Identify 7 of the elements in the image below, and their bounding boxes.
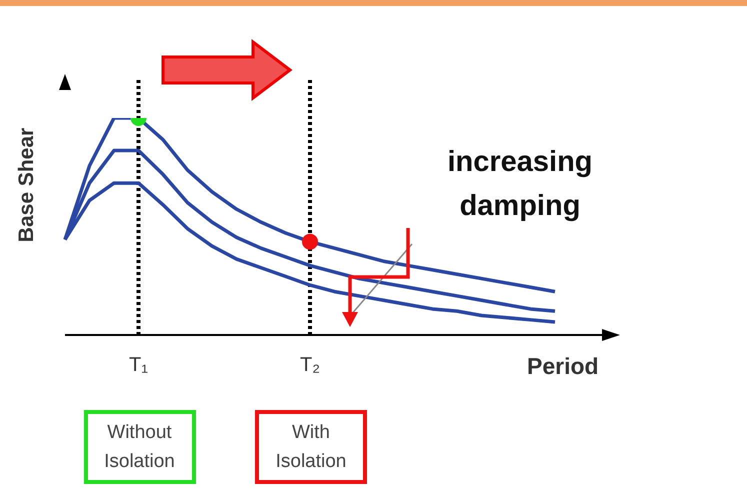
x-tick-label: T₂ — [300, 354, 320, 376]
text: With Isolation — [274, 421, 348, 474]
text: Without Isolation — [103, 421, 176, 474]
x-axis-title: Period — [527, 353, 599, 380]
x-tick-label: T₁ — [129, 354, 148, 376]
y-axis-title: Base Shear — [14, 128, 39, 242]
annotation: increasing damping — [446, 145, 594, 224]
